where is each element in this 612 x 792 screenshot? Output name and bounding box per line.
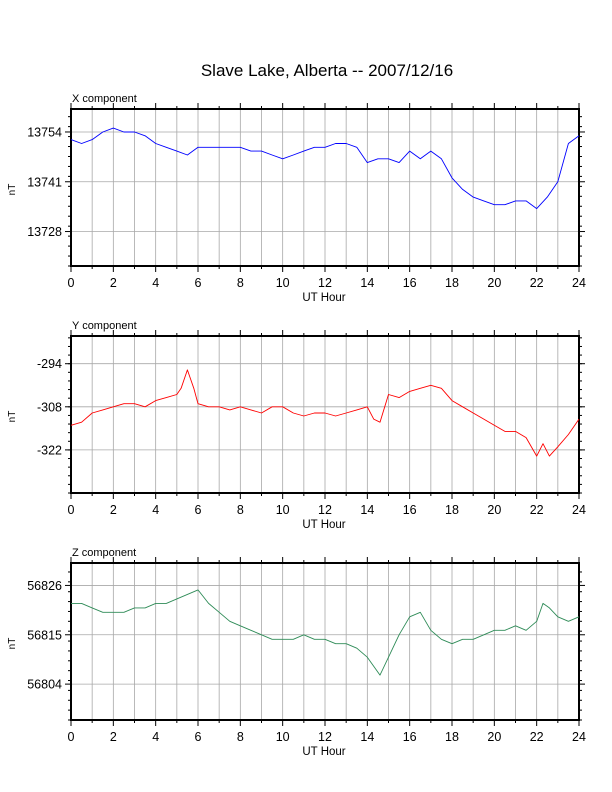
x-x-tick-label: 16 — [403, 276, 417, 290]
x-x-tick-label: 14 — [360, 276, 374, 290]
z-x-tick-label: 0 — [68, 730, 75, 744]
y-x-tick-label: 6 — [195, 503, 202, 517]
x-x-tick-label: 10 — [276, 276, 290, 290]
x-x-tick-label: 20 — [487, 276, 501, 290]
x-x-tick-label: 6 — [195, 276, 202, 290]
y-x-tick-label: 2 — [110, 503, 117, 517]
y-x-tick-label: 0 — [68, 503, 75, 517]
y-y-tick-label: -322 — [37, 443, 62, 457]
z-x-tick-label: 22 — [530, 730, 544, 744]
x-x-tick-label: 4 — [152, 276, 159, 290]
x-y-tick-label: 13741 — [27, 175, 62, 189]
y-y-tick-label: -308 — [37, 400, 62, 414]
x-panel-title: X component — [72, 93, 137, 105]
z-x-tick-label: 16 — [403, 730, 417, 744]
y-x-tick-label: 24 — [572, 503, 586, 517]
y-y-axis-label: nT — [7, 411, 18, 423]
z-x-tick-label: 10 — [276, 730, 290, 744]
y-x-tick-label: 10 — [276, 503, 290, 517]
y-y-tick-label: -294 — [37, 357, 62, 371]
z-y-tick-label: 56804 — [27, 678, 62, 692]
z-panel-title: Z component — [72, 547, 136, 559]
x-x-tick-label: 2 — [110, 276, 117, 290]
x-x-tick-label: 12 — [318, 276, 332, 290]
z-x-tick-label: 18 — [445, 730, 459, 744]
z-x-tick-label: 2 — [110, 730, 117, 744]
z-y-tick-label: 56826 — [27, 579, 62, 593]
z-y-tick-label: 56815 — [27, 628, 62, 642]
y-x-tick-label: 4 — [152, 503, 159, 517]
z-x-tick-label: 4 — [152, 730, 159, 744]
y-x-tick-label: 20 — [487, 503, 501, 517]
x-x-tick-label: 0 — [68, 276, 75, 290]
z-x-tick-label: 8 — [237, 730, 244, 744]
x-x-axis-label: UT Hour — [302, 292, 345, 304]
x-y-tick-label: 13754 — [27, 125, 62, 139]
y-panel-title: Y component — [72, 320, 137, 332]
y-x-tick-label: 14 — [360, 503, 374, 517]
z-x-axis-label: UT Hour — [302, 746, 345, 758]
x-x-tick-label: 24 — [572, 276, 586, 290]
x-x-tick-label: 22 — [530, 276, 544, 290]
y-series-line — [70, 369, 580, 457]
z-x-tick-label: 24 — [572, 730, 586, 744]
z-x-tick-label: 6 — [195, 730, 202, 744]
y-x-tick-label: 8 — [237, 503, 244, 517]
y-x-tick-label: 16 — [403, 503, 417, 517]
z-y-axis-label: nT — [7, 638, 18, 650]
x-y-tick-label: 13728 — [27, 225, 62, 239]
x-x-tick-label: 8 — [237, 276, 244, 290]
y-x-axis-label: UT Hour — [302, 519, 345, 531]
z-series-line — [71, 589, 580, 676]
x-x-tick-label: 18 — [445, 276, 459, 290]
chart-title: Slave Lake, Alberta -- 2007/12/16 — [201, 61, 453, 80]
y-x-tick-label: 12 — [318, 503, 332, 517]
z-x-tick-label: 14 — [360, 730, 374, 744]
y-x-tick-label: 18 — [445, 503, 459, 517]
z-x-tick-label: 12 — [318, 730, 332, 744]
x-series-line — [70, 127, 580, 210]
z-x-tick-label: 20 — [487, 730, 501, 744]
x-y-axis-label: nT — [7, 184, 18, 196]
y-x-tick-label: 22 — [530, 503, 544, 517]
